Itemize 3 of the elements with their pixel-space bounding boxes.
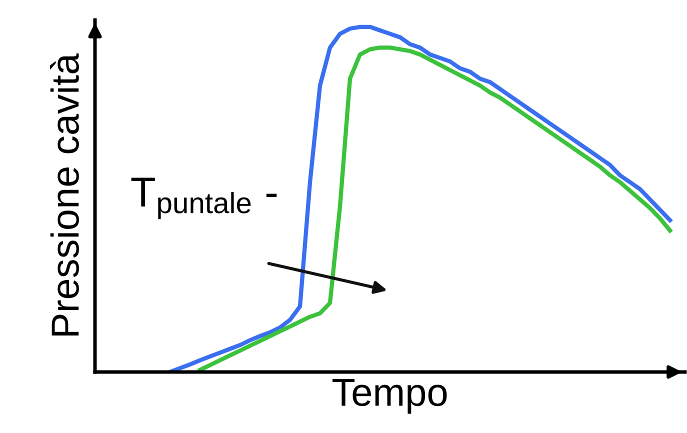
x-axis-title: Tempo <box>332 378 447 414</box>
annotation: T$_{puntale}$ - <box>131 178 277 220</box>
y-axis-title: Pressione cavità <box>50 53 79 336</box>
